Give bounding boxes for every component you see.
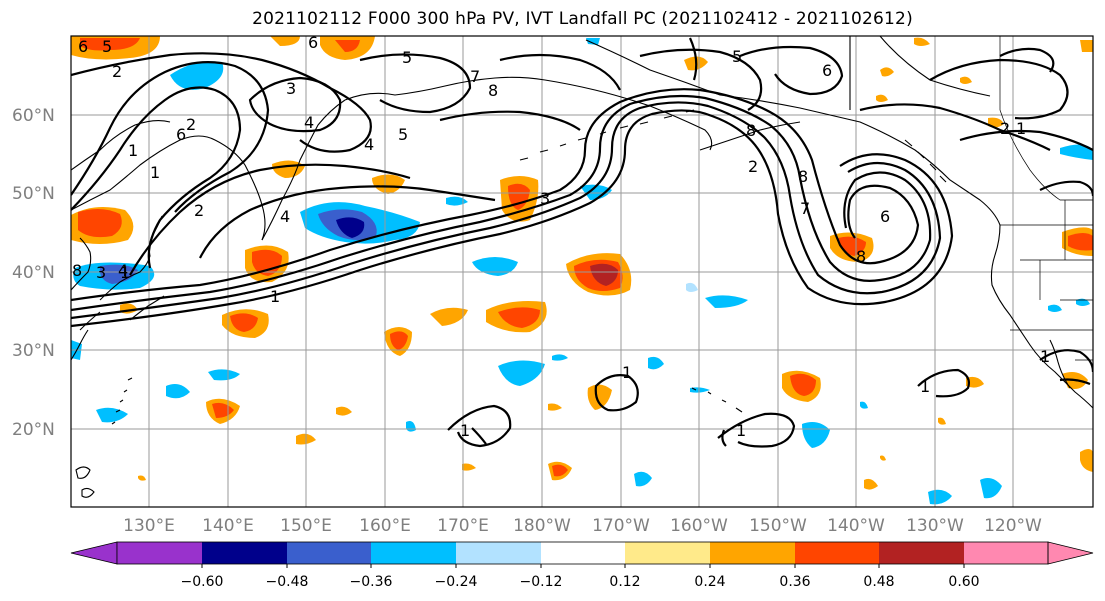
lon-label: 150°W	[749, 516, 807, 536]
contour-label: 6	[880, 207, 890, 226]
colorbar-segment	[879, 542, 964, 564]
contour-label: 6	[308, 33, 318, 52]
colorbar-segment	[371, 542, 456, 564]
colorbar-segment	[710, 542, 795, 564]
lon-label: 150°E	[280, 516, 332, 536]
contour-label: 1	[736, 421, 746, 440]
lat-label: 50°N	[12, 184, 55, 204]
lat-label: 20°N	[12, 420, 55, 440]
colorbar-tick-label: −0.60	[181, 574, 224, 590]
contour-label: 6	[822, 61, 832, 80]
colorbar-tick-label: 0.36	[779, 574, 810, 590]
colorbar-tick-label: 0.48	[863, 574, 894, 590]
lon-label: 140°E	[202, 516, 254, 536]
map-title: 2021102112 F000 300 hPa PV, IVT Landfall…	[252, 9, 913, 29]
lon-label: 170°W	[592, 516, 650, 536]
colorbar-tick-label: −0.24	[435, 574, 478, 590]
colorbar: −0.60 −0.48 −0.36 −0.24 −0.12 0.12 0.24 …	[70, 541, 1094, 590]
lon-label: 140°W	[827, 516, 885, 536]
contour-label: 1	[460, 421, 470, 440]
contour-label: 6	[78, 37, 88, 56]
lat-label: 60°N	[12, 106, 55, 126]
colorbar-tick-label: 0.60	[948, 574, 979, 590]
colorbar-tick-label: −0.48	[266, 574, 309, 590]
contour-label: 2	[194, 201, 204, 220]
colorbar-extend-low	[70, 541, 118, 565]
colorbar-tick-label: −0.36	[350, 574, 393, 590]
colorbar-tick-label: 0.12	[609, 574, 640, 590]
lat-label: 30°N	[12, 341, 55, 361]
contour-label: 8	[72, 261, 82, 280]
contour-label: 3	[286, 79, 296, 98]
lon-label: 170°E	[437, 516, 489, 536]
colorbar-segment	[795, 542, 879, 564]
contour-label: 7	[470, 67, 480, 86]
colorbar-segment	[625, 542, 710, 564]
lon-label: 130°E	[123, 516, 175, 536]
contour-label: 8	[746, 121, 756, 140]
contour-label: 4	[364, 135, 374, 154]
colorbar-tick-label: 0.24	[694, 574, 725, 590]
contour-label: 4	[280, 207, 290, 226]
colorbar-segment	[117, 542, 202, 564]
pv-shading	[71, 36, 1093, 505]
contour-label: 1	[1040, 347, 1050, 366]
lon-label: 120°W	[984, 516, 1042, 536]
contour-label: 4	[118, 261, 128, 280]
latitude-labels: 60°N 50°N 40°N 30°N 20°N	[12, 106, 55, 440]
contour-label: 5	[732, 47, 742, 66]
contour-label: 1	[128, 141, 138, 160]
contour-label: 2	[186, 115, 196, 134]
colorbar-tick-label: −0.12	[520, 574, 563, 590]
contour-label: 1	[920, 377, 930, 396]
map-frame	[70, 35, 1094, 508]
lon-label: 130°W	[906, 516, 964, 536]
contour-label: 2	[748, 157, 758, 176]
lon-label: 160°E	[359, 516, 411, 536]
contour-label: 1	[1016, 119, 1026, 138]
contour-label: 5	[398, 125, 408, 144]
contour-label: 8	[856, 247, 866, 266]
colorbar-segment	[456, 542, 541, 564]
longitude-labels: 130°E 140°E 150°E 160°E 170°E 180°W 170°…	[123, 516, 1042, 536]
contour-label: 3	[540, 189, 550, 208]
colorbar-segment	[202, 542, 287, 564]
ivt-contours	[71, 37, 1093, 448]
colorbar-segment	[964, 542, 1048, 564]
contour-label: 2	[1000, 119, 1010, 138]
contour-label: 8	[488, 81, 498, 100]
contour-label: 1	[270, 287, 280, 306]
contour-label: 5	[102, 37, 112, 56]
contour-label: 7	[800, 199, 810, 218]
colorbar-extend-high	[1047, 541, 1094, 565]
contour-label: 1	[622, 363, 632, 382]
colorbar-segment	[541, 542, 625, 564]
contour-label: 1	[150, 163, 160, 182]
contour-label: 4	[304, 113, 314, 132]
contour-label: 1	[120, 263, 130, 282]
contour-label: 5	[402, 48, 412, 67]
contour-label: 2	[112, 62, 122, 81]
lon-label: 180°W	[513, 516, 571, 536]
map-content: 6 5 2 3 7 8 5 4 6 4 3 6 1 1 2 5 2 1 4 1 …	[71, 33, 1093, 507]
lat-label: 40°N	[12, 263, 55, 283]
borders	[999, 36, 1093, 361]
contour-label: 6	[176, 125, 186, 144]
contour-label-group: 6 5 2 3 7 8 5 4 6 4 3 6 1 1 2 5 2 1 4 1 …	[72, 33, 1050, 440]
contour-label: 8	[798, 167, 808, 186]
contour-label: 3	[96, 263, 106, 282]
lon-label: 160°W	[670, 516, 728, 536]
colorbar-segment	[287, 542, 371, 564]
